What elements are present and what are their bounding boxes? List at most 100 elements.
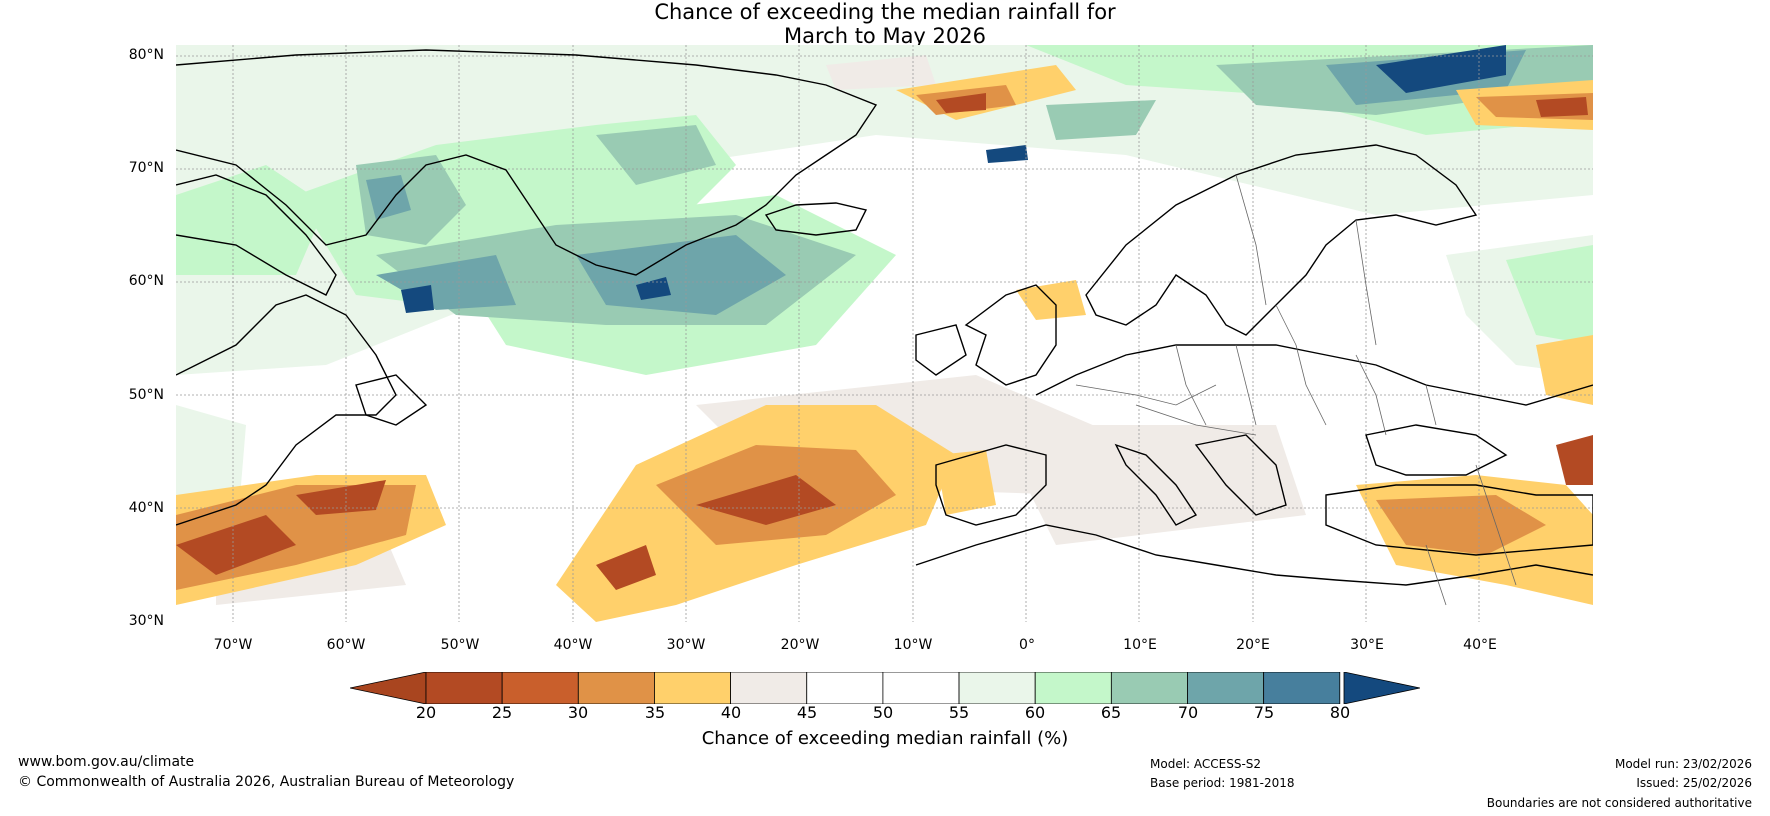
- deep-blue-norwegian: [986, 145, 1028, 163]
- model-run-text: Model run: 23/02/2026: [1614, 757, 1752, 771]
- europe-mainland: [1035, 344, 1593, 406]
- lon-label-70w: 70°W: [213, 637, 253, 653]
- darker-teal-atlantic-central: [576, 235, 786, 315]
- colorbar-cell-60-65: [1034, 672, 1112, 704]
- colorbar-tick-75: 75: [1253, 703, 1275, 722]
- lon-label-0: 0°: [1019, 637, 1035, 653]
- yellow-iberia: [936, 450, 996, 515]
- colorbar-cell-25-30: [501, 672, 579, 704]
- colorbar-cell-20-25: [425, 672, 503, 704]
- map-svg: [176, 45, 1593, 622]
- british-isles-outline: [964, 284, 1057, 386]
- ireland-outline: [915, 324, 967, 376]
- title-line-1: Chance of exceeding the median rainfall …: [654, 0, 1116, 24]
- colorbar-tick-35: 35: [644, 703, 666, 722]
- copyright-text: © Commonwealth of Australia 2026, Austra…: [18, 774, 515, 790]
- lon-label-10e: 10°E: [1123, 637, 1157, 653]
- colorbar-tick-40: 40: [720, 703, 742, 722]
- colorbar-tick-20: 20: [415, 703, 437, 722]
- lon-label-30e: 30°E: [1350, 637, 1384, 653]
- colorbar-tick-80: 80: [1329, 703, 1351, 722]
- deep-blue-atlantic-2: [636, 277, 671, 300]
- deep-blue-areas: [401, 45, 1506, 313]
- title-line-2: March to May 2026: [784, 24, 986, 48]
- lon-label-20w: 20°W: [780, 637, 820, 653]
- rust-azores: [596, 545, 656, 590]
- light-green-canada: [176, 165, 326, 275]
- colorbar-tick-65: 65: [1100, 703, 1122, 722]
- colorbar-high-extension: [1343, 672, 1420, 704]
- colorbar-tick-25: 25: [491, 703, 513, 722]
- lon-label-50w: 50°W: [440, 637, 480, 653]
- north-africa-coast: [915, 524, 1593, 586]
- colorbar-cell-75-80: [1263, 672, 1341, 704]
- colorbar-cell-55-60: [958, 672, 1036, 704]
- lon-label-40e: 40°E: [1463, 637, 1497, 653]
- colorbar: [350, 672, 1420, 704]
- rust-turkey: [1556, 435, 1593, 485]
- colorbar-cells: [425, 672, 1341, 704]
- deep-blue-atlantic-1: [401, 285, 434, 313]
- greenland-outline: [176, 49, 878, 276]
- rust-areas: [176, 93, 1593, 590]
- colorbar-tick-45: 45: [796, 703, 818, 722]
- beige-arctic: [826, 55, 936, 90]
- turkey-outline: [1325, 484, 1593, 556]
- colorbar-tick-60: 60: [1024, 703, 1046, 722]
- colorbar-cell-70-75: [1187, 672, 1265, 704]
- deep-blue-arctic: [1376, 45, 1506, 93]
- colorbar-cell-50-55: [882, 672, 960, 704]
- light-green-east: [1506, 245, 1593, 345]
- lat-label-80n: 80°N: [128, 47, 164, 63]
- colorbar-cell-45-50: [806, 672, 884, 704]
- colorbar-tick-50: 50: [872, 703, 894, 722]
- lat-label-50n: 50°N: [128, 387, 164, 403]
- lon-label-20e: 20°E: [1236, 637, 1270, 653]
- rust-arctic: [936, 93, 986, 113]
- lat-label-30n: 30°N: [128, 613, 164, 629]
- colorbar-cell-40-45: [730, 672, 808, 704]
- map-title: Chance of exceeding the median rainfall …: [0, 0, 1770, 48]
- iceland-outline: [764, 202, 868, 236]
- orange-east-med: [1376, 495, 1546, 555]
- colorbar-tick-70: 70: [1177, 703, 1199, 722]
- lon-label-30w: 30°W: [666, 637, 706, 653]
- lat-label-60n: 60°N: [128, 273, 164, 289]
- colorbar-low-extension: [350, 672, 427, 704]
- country-borders: [1075, 174, 1517, 606]
- disclaimer-text: Boundaries are not considered authoritat…: [1486, 796, 1752, 810]
- rust-barents: [1536, 97, 1588, 117]
- pale-green-north: [176, 45, 1593, 375]
- darker-teal-atlantic-west: [376, 255, 516, 310]
- teal-norwegian-sea: [1046, 100, 1156, 140]
- rainfall-map: [176, 45, 1593, 622]
- baffin-outline: [176, 174, 337, 296]
- colorbar-tick-55: 55: [948, 703, 970, 722]
- beige-mediterranean: [996, 425, 1306, 545]
- colorbar-cell-30-35: [577, 672, 655, 704]
- lon-label-60w: 60°W: [326, 637, 366, 653]
- lat-label-40n: 40°N: [128, 500, 164, 516]
- colorbar-label: Chance of exceeding median rainfall (%): [701, 728, 1069, 749]
- rust-west-atlantic-2: [296, 480, 386, 515]
- lon-label-40w: 40°W: [553, 637, 593, 653]
- italy-outline: [1114, 443, 1198, 526]
- model-text: Model: ACCESS-S2: [1150, 757, 1262, 771]
- newfoundland-outline: [355, 374, 428, 426]
- base-period-text: Base period: 1981-2018: [1150, 776, 1295, 790]
- grid-lines: [176, 45, 1593, 622]
- black-sea-outline: [1365, 424, 1508, 476]
- iberia-outline: [935, 444, 1047, 526]
- colorbar-tick-30: 30: [567, 703, 589, 722]
- colorbar-cell-35-40: [654, 672, 732, 704]
- balkans-outline: [1194, 434, 1287, 516]
- colorbar-cell-65-70: [1110, 672, 1188, 704]
- darker-teal-baffin: [366, 175, 411, 220]
- issued-text: Issued: 25/02/2026: [1636, 776, 1752, 790]
- lat-label-70n: 70°N: [128, 160, 164, 176]
- website-link[interactable]: www.bom.gov.au/climate: [18, 754, 195, 770]
- labrador-coast: [176, 294, 397, 526]
- lon-label-10w: 10°W: [893, 637, 933, 653]
- rust-central-atlantic: [696, 475, 836, 525]
- yellow-turkey: [1536, 335, 1593, 405]
